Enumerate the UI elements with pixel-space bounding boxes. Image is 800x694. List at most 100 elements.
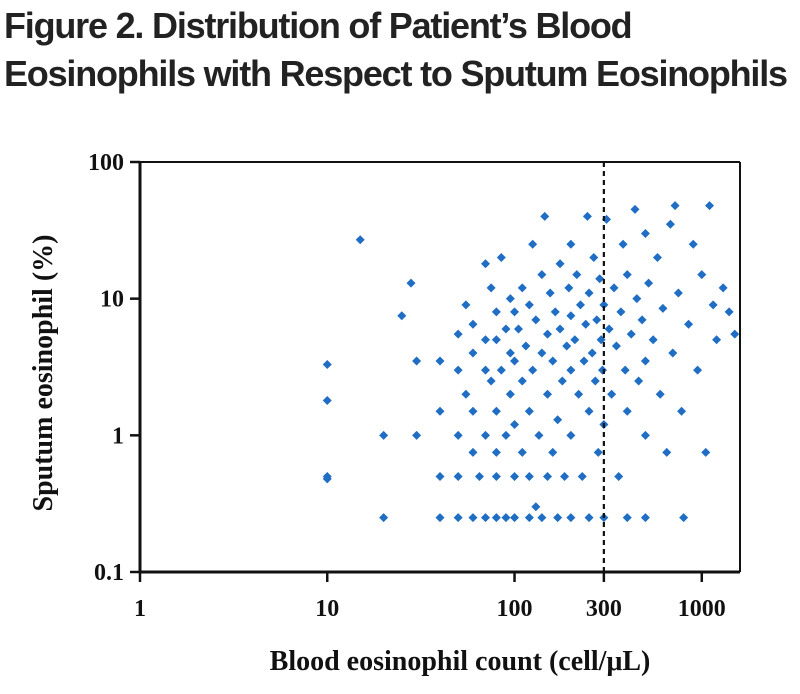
data-point — [461, 389, 471, 399]
data-point — [640, 430, 650, 440]
data-point — [701, 447, 711, 457]
data-point — [622, 270, 632, 280]
data-point — [724, 307, 734, 317]
data-point — [496, 253, 506, 263]
axis-ticks: 1 10 100 300 1000 0.1 1 10 100 — [88, 150, 726, 622]
data-point — [708, 300, 718, 310]
data-point — [557, 376, 567, 386]
data-point — [542, 329, 552, 339]
data-point — [560, 471, 570, 481]
data-point — [584, 513, 594, 523]
data-point — [655, 389, 665, 399]
data-point — [542, 471, 552, 481]
data-point — [577, 471, 587, 481]
data-point — [481, 335, 491, 345]
data-point — [705, 201, 715, 211]
data-point — [505, 294, 515, 304]
data-point — [555, 259, 565, 269]
data-point — [505, 389, 515, 399]
data-point — [468, 319, 478, 329]
title-line-1: Figure 2. Distribution of Patient’s Bloo… — [4, 5, 633, 46]
data-point — [553, 513, 563, 523]
data-point — [668, 348, 678, 358]
data-point — [550, 307, 560, 317]
data-point — [607, 389, 617, 399]
data-point — [545, 288, 555, 298]
data-point — [412, 356, 422, 366]
data-point — [537, 348, 547, 358]
data-point — [491, 307, 501, 317]
data-point — [501, 513, 511, 523]
data-point — [531, 315, 541, 325]
data-point — [513, 324, 523, 334]
data-point — [662, 447, 672, 457]
data-point — [622, 406, 632, 416]
data-point — [566, 513, 576, 523]
y-tick-label: 10 — [100, 287, 124, 313]
data-point — [468, 348, 478, 358]
data-points — [322, 201, 740, 523]
data-point — [406, 278, 416, 288]
data-point — [322, 395, 332, 405]
data-point — [658, 303, 668, 313]
data-point — [453, 329, 463, 339]
data-point — [688, 239, 698, 249]
data-point — [491, 513, 501, 523]
data-point — [584, 288, 594, 298]
data-point — [587, 348, 597, 358]
data-point — [517, 283, 527, 293]
data-point — [412, 430, 422, 440]
data-point — [501, 430, 511, 440]
data-point — [718, 283, 728, 293]
data-point — [481, 259, 491, 269]
data-point — [697, 270, 707, 280]
data-point — [626, 329, 636, 339]
data-point — [640, 513, 650, 523]
data-point — [524, 300, 534, 310]
data-point — [566, 311, 576, 321]
data-point — [670, 201, 680, 211]
data-point — [521, 341, 531, 351]
data-point — [712, 335, 722, 345]
y-tick-label: 1 — [112, 423, 124, 449]
data-point — [524, 513, 534, 523]
data-point — [634, 376, 644, 386]
data-point — [553, 415, 563, 425]
x-tick-label: 100 — [497, 596, 533, 622]
data-point — [491, 406, 501, 416]
data-point — [592, 315, 602, 325]
x-axis-label: Blood eosinophil count (cell/μL) — [270, 646, 651, 677]
data-point — [640, 356, 650, 366]
data-point — [491, 335, 501, 345]
data-point — [510, 513, 520, 523]
data-point — [566, 430, 576, 440]
data-point — [548, 447, 558, 457]
data-point — [555, 324, 565, 334]
data-point — [461, 300, 471, 310]
data-point — [730, 329, 740, 339]
data-point — [524, 471, 534, 481]
data-point — [593, 447, 603, 457]
data-point — [652, 253, 662, 263]
data-point — [604, 324, 614, 334]
data-point — [609, 283, 619, 293]
data-point — [435, 471, 445, 481]
data-point — [564, 283, 574, 293]
data-point — [510, 356, 520, 366]
data-point — [582, 211, 592, 221]
data-point — [528, 365, 538, 375]
data-point — [599, 300, 609, 310]
data-point — [355, 235, 365, 245]
data-point — [566, 365, 576, 375]
data-point — [397, 311, 407, 321]
data-point — [644, 278, 654, 288]
data-point — [640, 228, 650, 238]
data-point — [572, 270, 582, 280]
data-point — [322, 474, 332, 484]
data-point — [453, 471, 463, 481]
y-axis-label: Sputum eosinophil (%) — [28, 235, 59, 512]
data-point — [468, 513, 478, 523]
data-point — [618, 239, 628, 249]
data-point — [548, 356, 558, 366]
